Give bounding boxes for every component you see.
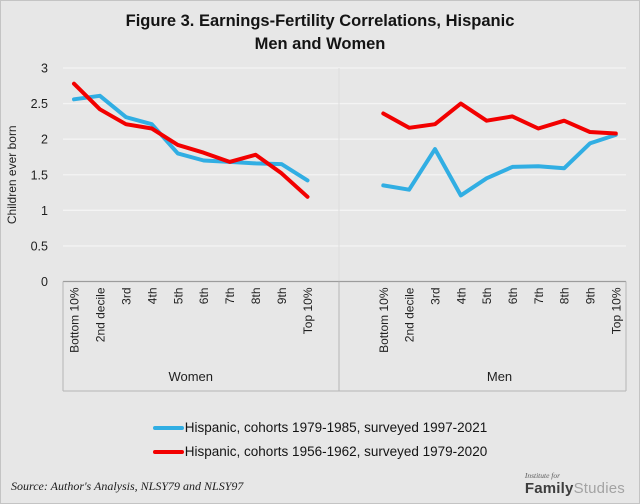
y-tick-label: 3 xyxy=(41,62,48,76)
x-tick-label: 2nd decile xyxy=(93,287,107,342)
legend-label: Hispanic, cohorts 1979-1985, surveyed 19… xyxy=(184,420,488,435)
y-axis-title: Children ever born xyxy=(5,125,19,224)
x-tick-label: 7th xyxy=(532,288,546,305)
x-tick-label: 2nd decile xyxy=(403,287,417,342)
x-tick-label: 9th xyxy=(275,288,289,305)
legend-item-cohort-1956: Hispanic, cohorts 1956-1962, surveyed 19… xyxy=(152,444,488,459)
x-tick-label: Top 10% xyxy=(301,287,315,334)
y-tick-label: 0.5 xyxy=(31,239,48,253)
x-tick-label: Bottom 10% xyxy=(377,287,391,353)
ifs-logo-family-studies: FamilyStudies xyxy=(524,480,625,497)
x-tick-label: 3rd xyxy=(428,288,442,305)
data-series-line xyxy=(381,132,618,198)
x-tick-label: 9th xyxy=(583,288,597,305)
x-tick-label: 4th xyxy=(454,288,468,305)
x-tick-label: 3rd xyxy=(119,288,133,305)
y-tick-label: 2 xyxy=(41,133,48,147)
x-tick-label: 6th xyxy=(197,288,211,305)
chart-title-line1: Figure 3. Earnings-Fertility Correlation… xyxy=(125,12,515,30)
y-tick-label: 1 xyxy=(41,204,48,218)
x-tick-label: 8th xyxy=(558,288,572,305)
chart-title-line2: Men and Women xyxy=(254,35,386,53)
legend-swatch-red-icon xyxy=(152,449,184,454)
ifs-logo: Institute for FamilyStudies xyxy=(524,470,625,497)
y-tick-label: 0 xyxy=(41,275,48,289)
x-tick-label: Top 10% xyxy=(609,287,623,334)
x-tick-label: 5th xyxy=(171,288,185,305)
y-tick-label: 1.5 xyxy=(31,168,48,182)
y-tick-label: 2.5 xyxy=(31,97,48,111)
chart-title: Figure 3. Earnings-Fertility Correlation… xyxy=(1,10,639,56)
source-note: Source: Author's Analysis, NLSY79 and NL… xyxy=(11,479,244,493)
x-tick-label: 6th xyxy=(506,288,520,305)
data-series-line xyxy=(381,101,618,136)
x-tick-label: 8th xyxy=(249,288,263,305)
data-series-line xyxy=(72,81,310,199)
x-tick-label: 4th xyxy=(145,288,159,305)
chart-plot-area: 0 0.5 1 1.5 2 2.5 3 Children ever born Bottom 10… xyxy=(5,62,627,392)
ifs-logo-institute-for: Institute for xyxy=(524,470,561,480)
legend-label: Hispanic, cohorts 1956-1962, surveyed 19… xyxy=(184,444,488,459)
legend-item-cohort-1979: Hispanic, cohorts 1979-1985, surveyed 19… xyxy=(152,420,488,435)
x-tick-label: 5th xyxy=(480,288,494,305)
panel-label: Women xyxy=(168,369,213,384)
x-tick-label: Bottom 10% xyxy=(68,287,82,353)
x-tick-label: 7th xyxy=(223,288,237,305)
panel-label: Men xyxy=(487,369,512,384)
chart-legend: Hispanic, cohorts 1979-1985, surveyed 19… xyxy=(1,420,639,459)
legend-swatch-blue-icon xyxy=(152,425,184,430)
